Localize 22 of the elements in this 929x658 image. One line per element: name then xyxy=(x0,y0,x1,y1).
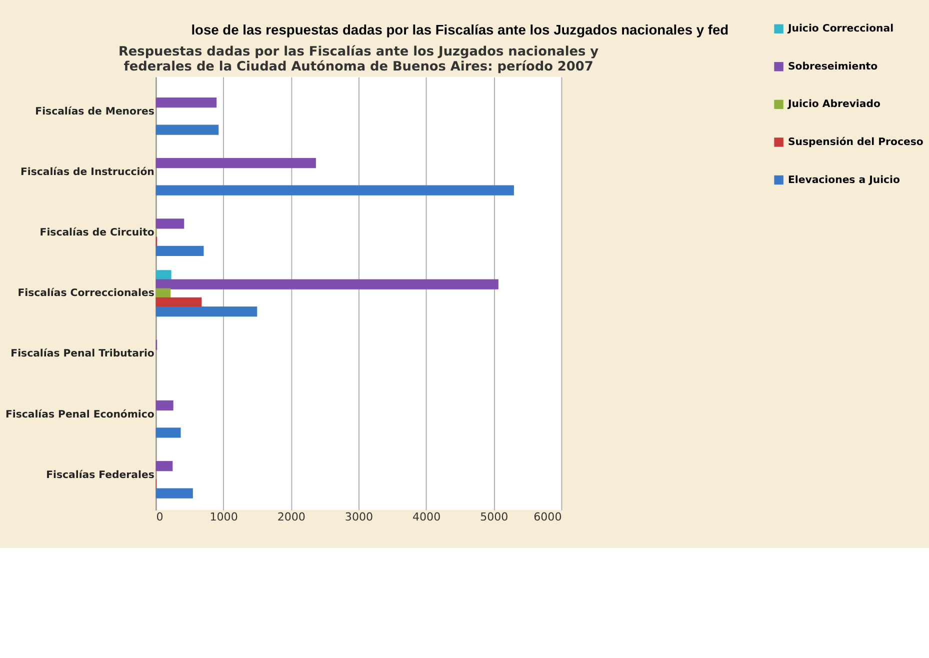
text: federales de la Ciudad Autónoma de Buenos Aires: período 2007 xyxy=(124,59,594,74)
y-tick-label: Fiscalías de Circuito xyxy=(40,226,154,239)
x-tick-label: 2000 xyxy=(277,510,306,524)
y-tick-label: Fiscalías Penal Económico xyxy=(5,408,154,420)
x-tick-label: 4000 xyxy=(412,510,441,524)
legend-label: Juicio Correccional xyxy=(786,24,894,35)
legend-label: Juicio Abreviado xyxy=(786,99,880,110)
text: lose de las respuestas dadas por las Fiscalías ante los Juzgados nacionales y fed xyxy=(191,21,729,38)
y-tick-label: Fiscalías Correccionales xyxy=(18,287,154,300)
legend-label: Elevaciones a Juicio xyxy=(788,174,900,186)
x-tick-label: 5000 xyxy=(480,510,508,524)
y-tick-label: Fiscalías Federales xyxy=(46,468,154,481)
y-tick-label: Fiscalías de Menores xyxy=(35,105,154,118)
legend-label: Sobreseimiento xyxy=(788,61,878,72)
x-tick-label: 0 xyxy=(156,510,164,524)
y-tick-label: Fiscalías de Instrucción xyxy=(20,166,154,178)
legend-label: Suspensión del Proceso xyxy=(788,136,924,148)
x-tick-label: 1000 xyxy=(210,510,238,524)
x-tick-label: 3000 xyxy=(344,510,374,524)
text: Respuestas dadas por las Fiscalías ante los Juzgados nacionales y xyxy=(118,44,599,60)
y-tick-label: Fiscalías Penal Tributario xyxy=(10,348,154,360)
x-tick-label: 6000 xyxy=(534,510,562,524)
